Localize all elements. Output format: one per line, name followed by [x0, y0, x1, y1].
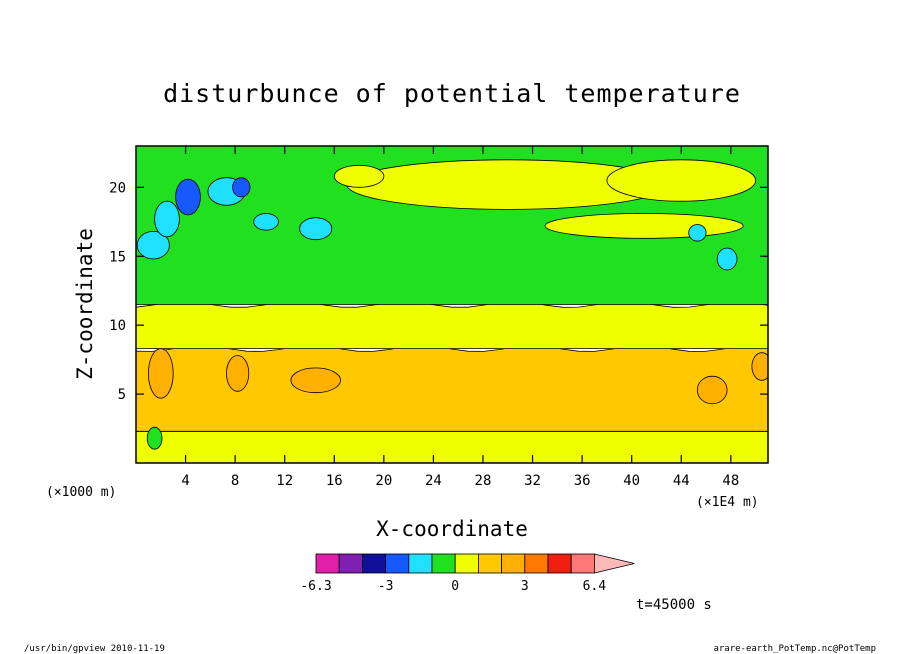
- y-tick-label-2: 15: [109, 249, 126, 265]
- chart-title: disturbunce of potential temperature: [163, 79, 741, 108]
- x-tick-label-9: 40: [623, 473, 640, 489]
- feature-3: [544, 213, 744, 239]
- y-tick-label-0: 5: [118, 387, 126, 403]
- colorbar-tick-label-0: -6.3: [300, 579, 331, 594]
- y-unit-label: (×1000 m): [46, 485, 116, 500]
- colorbar-box-10: [547, 553, 572, 574]
- y-tick-label-1: 10: [109, 318, 126, 334]
- x-tick-label-11: 48: [722, 473, 739, 489]
- colorbar-box-2: [361, 553, 386, 574]
- x-tick-label-6: 28: [475, 473, 492, 489]
- feature-6: [136, 230, 170, 260]
- feature-10: [716, 247, 738, 271]
- colorbar-box-5: [431, 553, 456, 574]
- feature-13: [148, 348, 174, 399]
- y-tick-group: 5 10 15 20: [109, 180, 768, 403]
- band-1: [136, 345, 768, 432]
- time-label: t=45000 s: [636, 597, 712, 613]
- feature-2: [333, 164, 385, 188]
- x-tick-label-1: 8: [231, 473, 239, 489]
- colorbar-box-1: [338, 553, 363, 574]
- x-tick-label-7: 32: [524, 473, 541, 489]
- colorbar-box-7: [477, 553, 502, 574]
- colorbar-tick-label-3: 3: [521, 579, 529, 594]
- colorbar-box-0: [315, 553, 340, 574]
- colorbar-box-6: [454, 553, 479, 574]
- feature-11: [688, 224, 707, 242]
- colorbar-tick-label-4: 6.4: [583, 579, 607, 594]
- y-axis-label: Z-coordinate: [73, 228, 97, 380]
- feature-7: [154, 200, 180, 238]
- feature-1: [606, 159, 757, 202]
- colorbar-tick-group: -6.3 -3 0 3 6.4: [300, 579, 606, 594]
- colorbar-box-9: [524, 553, 549, 574]
- feature-14: [226, 355, 250, 392]
- colorbar-box-4: [408, 553, 433, 574]
- footer-right: arare-earth_PotTemp.nc@PotTemp: [713, 644, 876, 654]
- x-tick-label-2: 12: [276, 473, 293, 489]
- y-tick-label-3: 20: [109, 180, 126, 196]
- band-2: [136, 301, 768, 350]
- colorbar-box-11: [570, 553, 595, 574]
- colorbar: [315, 553, 635, 574]
- x-tick-label-8: 36: [574, 473, 591, 489]
- feature-8: [299, 217, 333, 241]
- plot-area: [136, 146, 768, 463]
- x-axis-label: X-coordinate: [376, 517, 528, 541]
- feature-12: [232, 177, 251, 198]
- colorbar-arrow: [594, 553, 635, 574]
- x-tick-label-0: 4: [181, 473, 189, 489]
- x-tick-label-4: 20: [375, 473, 392, 489]
- feature-15: [290, 367, 341, 394]
- plot-frame: [135, 145, 769, 464]
- feature-9: [253, 213, 279, 231]
- x-tick-label-3: 16: [326, 473, 343, 489]
- colorbar-box-8: [501, 553, 526, 574]
- x-tick-label-10: 44: [673, 473, 690, 489]
- colorbar-tick-label-1: -3: [378, 579, 394, 594]
- feature-17: [751, 352, 768, 381]
- feature-group: [136, 159, 768, 450]
- band-0: [136, 430, 768, 463]
- feature-18: [146, 426, 163, 450]
- x-tick-group: 4 8 12 16 20 24 28 32 36 40 44 48: [181, 146, 739, 489]
- footer-left: /usr/bin/gpview 2010-11-19: [24, 644, 165, 654]
- x-tick-label-5: 24: [425, 473, 442, 489]
- x-unit-label: (×1E4 m): [696, 495, 759, 510]
- feature-16: [696, 375, 728, 405]
- colorbar-box-3: [385, 553, 410, 574]
- feature-4: [175, 178, 201, 216]
- colorbar-tick-label-2: 0: [451, 579, 459, 594]
